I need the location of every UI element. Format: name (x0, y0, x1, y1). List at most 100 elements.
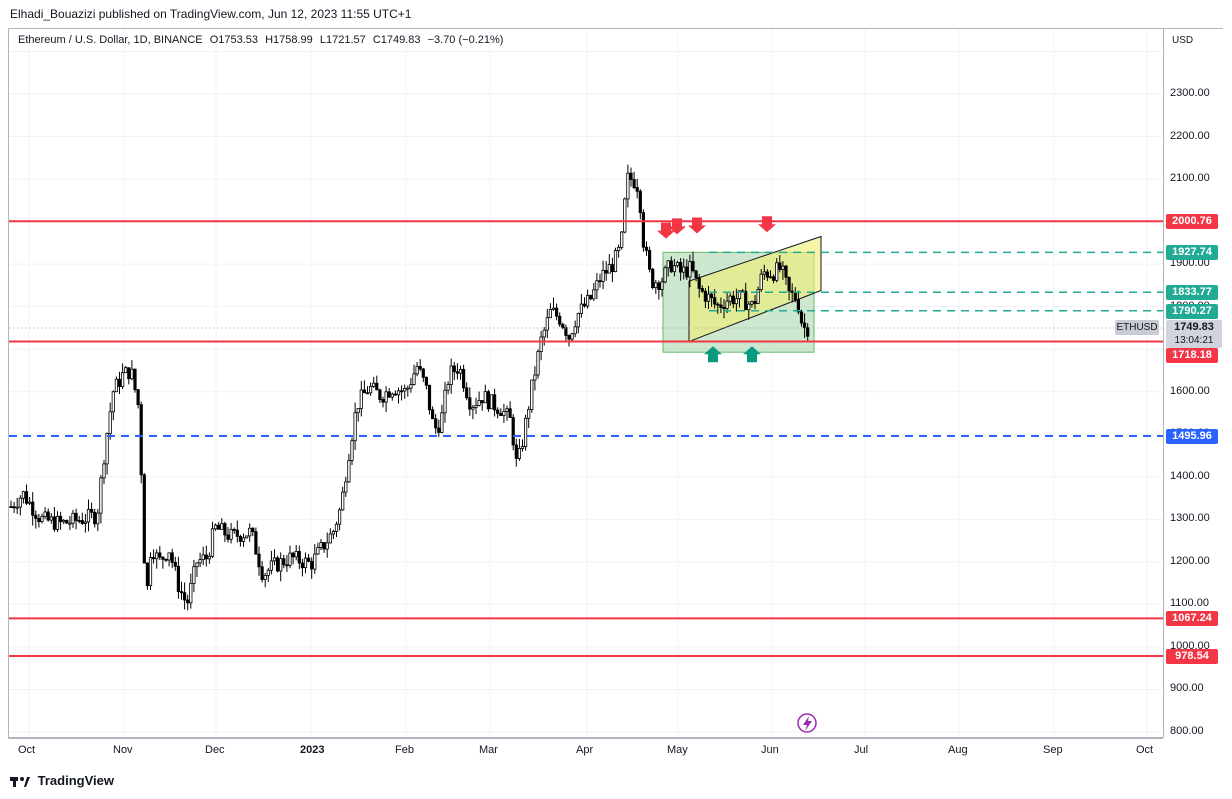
candle-body (142, 474, 146, 564)
candle (654, 280, 658, 294)
candle-body (263, 574, 267, 580)
candle (263, 572, 267, 588)
candle (198, 552, 202, 568)
candle-body (365, 392, 370, 395)
candle (520, 439, 525, 452)
candle-body (524, 417, 528, 447)
candle (489, 394, 494, 410)
candle-body (430, 409, 435, 420)
candle-body (310, 560, 314, 570)
candle-body (297, 551, 301, 564)
rising-channel (688, 235, 822, 343)
candle (548, 303, 553, 319)
price-axis[interactable]: USD 2300.002200.002100.002000.001900.001… (1163, 28, 1223, 738)
candle (368, 382, 373, 397)
candle (430, 406, 435, 420)
tradingview-logo[interactable]: TradingView (10, 773, 114, 788)
tradingview-logo-text: TradingView (37, 773, 114, 788)
candle (505, 405, 509, 421)
candle (248, 523, 252, 542)
chart-pane[interactable] (8, 28, 1163, 738)
candle (710, 292, 714, 307)
candle-body (59, 515, 63, 523)
level-price-tag: 1927.74 (1166, 245, 1218, 261)
candle (424, 376, 429, 390)
candle-body (660, 281, 664, 290)
candle (787, 276, 791, 301)
candle (322, 541, 326, 553)
candle (747, 301, 751, 320)
candle-body (235, 529, 239, 537)
time-tick-label: Oct (1136, 744, 1154, 756)
red-down-arrow-icon (688, 217, 706, 234)
candle-body (737, 290, 742, 300)
candle-body (403, 387, 407, 392)
candle-body (164, 558, 168, 561)
candle (750, 300, 754, 308)
candle (573, 320, 577, 338)
candle-body (461, 369, 466, 389)
time-axis[interactable]: Oct Nov Dec 2023 Feb Mar Apr May Jun Jul Aug Sep Oct (8, 738, 1163, 762)
candle (517, 438, 522, 461)
candle-body (579, 303, 584, 314)
candle-body (409, 384, 413, 389)
candle-body (468, 397, 472, 410)
candle-body (12, 506, 16, 509)
candle (669, 256, 673, 273)
candle-body (796, 299, 801, 313)
candle (799, 309, 804, 327)
candle (527, 406, 531, 429)
candle (384, 386, 388, 413)
candle (415, 362, 419, 377)
candle-body (241, 537, 246, 542)
time-tick-label: Dec (205, 744, 225, 756)
candle-body (750, 301, 754, 305)
candle-body (533, 374, 537, 381)
candle (244, 535, 249, 539)
candle-body (719, 304, 723, 308)
price-tick-label: 2200.00 (1170, 129, 1210, 142)
candle (570, 332, 574, 341)
symbol-name[interactable]: Ethereum / U.S. Dollar, 1D, BINANCE (18, 34, 203, 46)
candle-body (703, 290, 708, 302)
candle (306, 554, 311, 563)
candle (102, 460, 106, 485)
candle (319, 538, 323, 551)
candle (455, 363, 460, 380)
candle (213, 523, 218, 531)
candle (272, 549, 277, 566)
candle (784, 264, 788, 285)
candle (539, 330, 543, 361)
candle (158, 546, 162, 561)
candle-body (489, 394, 494, 410)
ticker-tag: ETHUSD (1115, 320, 1159, 335)
candle (477, 391, 481, 407)
candle-body (86, 508, 91, 523)
candle-body (765, 271, 770, 278)
candle (176, 556, 180, 599)
candle (434, 414, 438, 434)
candle-body (229, 528, 233, 540)
candle-body (424, 376, 429, 386)
candle-body (179, 591, 184, 594)
candle-body (372, 382, 376, 387)
candlestick-chart[interactable] (9, 29, 1163, 738)
candle (688, 254, 692, 288)
candle (679, 258, 683, 281)
candle (179, 581, 184, 600)
candle-body (623, 198, 627, 233)
candle-body (31, 501, 35, 516)
candle (474, 397, 478, 415)
candle-body (471, 407, 475, 410)
candle-body (282, 558, 286, 566)
candle-body (595, 280, 599, 291)
candle-body (223, 523, 227, 536)
candle-body (775, 262, 779, 281)
candle (372, 376, 376, 388)
candle (344, 476, 348, 497)
candle-body (43, 511, 47, 518)
candle-body (759, 273, 763, 290)
candle (567, 334, 571, 347)
candle-body (21, 491, 25, 499)
green-up-arrow (704, 346, 722, 363)
